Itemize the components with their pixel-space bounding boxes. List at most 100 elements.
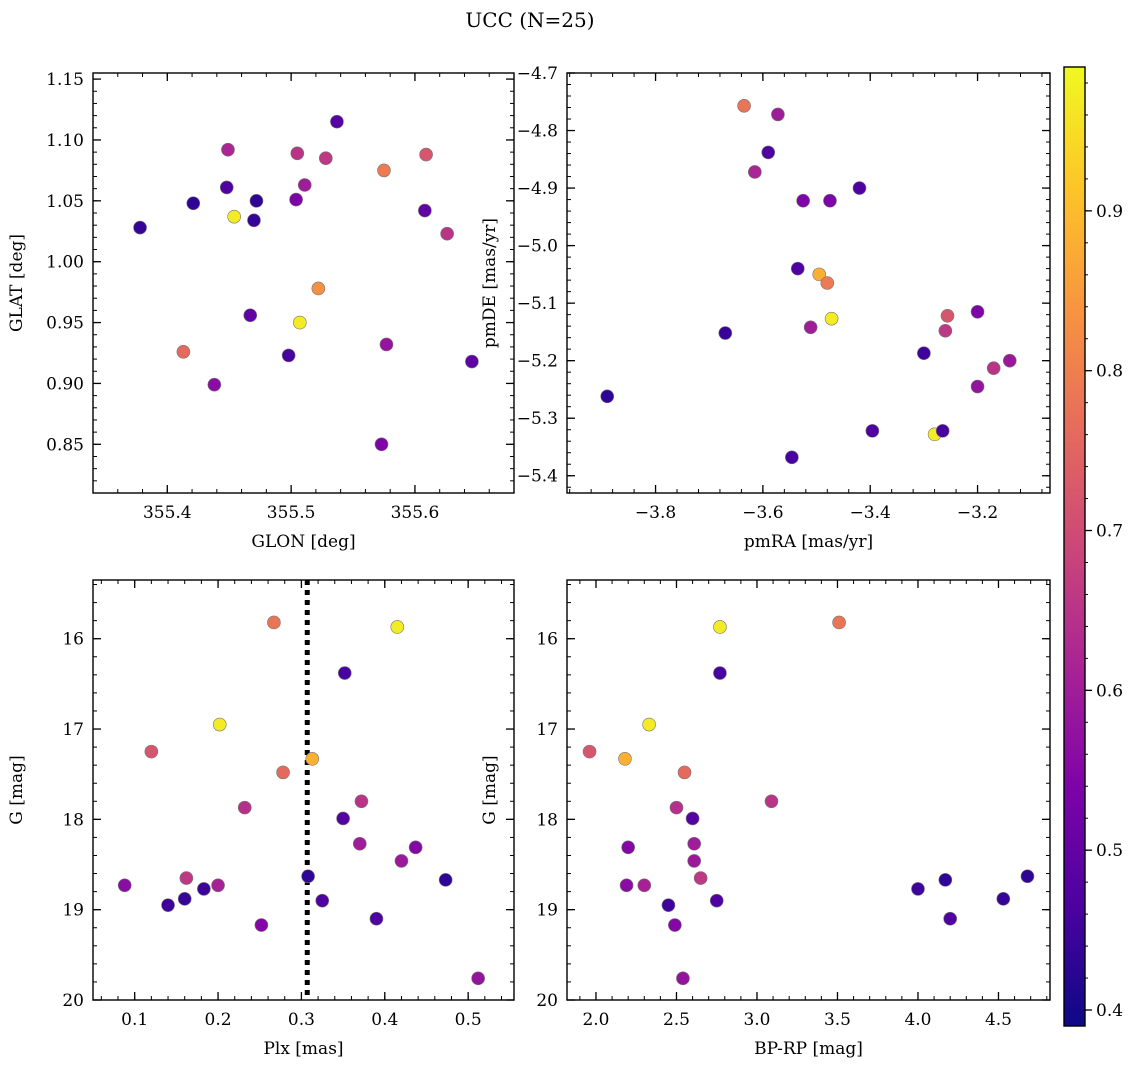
y-axis-label: pmDE [mas/yr]: [480, 218, 500, 348]
x-tick-label: 3.0: [743, 1010, 770, 1030]
colorbar-tick-label: 0.8: [1096, 362, 1123, 382]
data-point: [917, 346, 931, 360]
data-point: [219, 180, 234, 195]
x-tick-label: 4.0: [904, 1010, 931, 1030]
colorbar-tick-label: 0.5: [1096, 841, 1123, 861]
data-point: [637, 878, 652, 893]
x-tick-label: 355.5: [267, 503, 316, 523]
y-tick-label: −5.2: [517, 352, 558, 372]
data-point: [337, 666, 352, 680]
y-tick-label: 17: [62, 720, 84, 740]
x-tick-label: 0.2: [205, 1010, 232, 1030]
data-point: [685, 811, 700, 826]
x-tick-label: 0.3: [288, 1010, 315, 1030]
scatter-panel-1: 355.4 355.5 355.6 0.85 0.90 0.95 1.00 1.05 1.10 1…: [7, 70, 515, 552]
scatter-points: [600, 98, 1017, 465]
y-tick-label: 0.95: [46, 314, 84, 334]
y-tick-label: 20: [536, 991, 558, 1011]
colorbar-gradient: [1064, 67, 1085, 1026]
x-axis-label: GLON [deg]: [251, 532, 355, 552]
data-point: [938, 873, 953, 887]
figure-title: UCC (N=25): [465, 8, 595, 32]
data-point: [419, 147, 433, 162]
x-tick-label: 0.1: [121, 1010, 148, 1030]
data-point: [207, 377, 222, 392]
y-tick-label: −4.9: [517, 179, 558, 199]
scatter-panel-2: −3.8 −3.6 −3.4 −3.2 −5.4 −5.3 −5.2 −5.1 −5.0 −4.9…: [480, 64, 1051, 552]
x-tick-label: 355.6: [391, 503, 440, 523]
data-point: [176, 344, 191, 359]
data-point: [940, 308, 955, 323]
scatter-points: [582, 615, 1035, 986]
colorbar: 0.4 0.5 0.6 0.7 0.8 0.9: [1063, 66, 1123, 1027]
x-axis-label: pmRA [mas/yr]: [744, 532, 873, 552]
data-point: [820, 276, 835, 290]
axes-frame: [92, 579, 515, 1001]
data-point: [790, 261, 805, 276]
data-point: [621, 840, 635, 855]
data-point: [748, 165, 762, 179]
x-tick-label: −3.4: [850, 503, 891, 523]
scatter-panel-4: 2.0 2.5 3.0 3.5 4.0 4.5 16 17 18 19 20 BP-RP [mag] G…: [480, 579, 1051, 1059]
data-point: [247, 213, 261, 228]
data-point: [996, 892, 1011, 906]
data-point: [693, 871, 708, 885]
data-point: [379, 337, 394, 352]
data-point: [713, 620, 727, 634]
data-point: [618, 752, 632, 766]
data-point: [186, 196, 201, 211]
data-point: [374, 437, 389, 452]
data-point: [713, 666, 727, 680]
data-point: [803, 320, 818, 335]
data-point: [315, 893, 330, 908]
x-tick-label: −3.6: [742, 503, 783, 523]
data-point: [852, 181, 867, 195]
data-point: [227, 209, 241, 224]
data-point: [911, 882, 925, 896]
data-point: [330, 114, 344, 129]
colorbar-tick-label: 0.7: [1096, 522, 1123, 542]
data-point: [619, 878, 634, 893]
data-point: [471, 971, 485, 986]
data-point: [305, 752, 320, 766]
data-point: [243, 308, 258, 323]
data-point: [212, 717, 227, 732]
data-point: [177, 892, 192, 906]
data-point: [1002, 353, 1017, 368]
data-point: [197, 882, 211, 896]
data-point: [390, 620, 405, 634]
data-point: [297, 178, 312, 192]
y-tick-label: 1.15: [46, 70, 84, 90]
data-point: [832, 615, 846, 630]
y-tick-label: −5.0: [517, 237, 558, 257]
data-point: [336, 811, 350, 826]
colorbar-frame: [1063, 66, 1086, 1027]
data-point: [289, 192, 303, 207]
data-point: [970, 379, 985, 394]
data-point: [935, 424, 950, 438]
data-point: [687, 836, 701, 851]
data-point: [737, 98, 751, 113]
data-point: [144, 744, 159, 759]
data-point: [661, 898, 676, 912]
data-point: [687, 854, 701, 868]
y-axis-label: G [mag]: [7, 755, 27, 824]
axes-frame: [92, 72, 515, 494]
data-point: [669, 800, 684, 815]
data-point: [249, 194, 264, 208]
y-axis-label: G [mag]: [480, 755, 500, 824]
data-point: [267, 615, 281, 630]
data-point: [418, 203, 432, 218]
data-point: [211, 878, 225, 893]
x-tick-label: 3.5: [824, 1010, 851, 1030]
data-point: [764, 794, 779, 809]
scatter-points: [117, 615, 485, 986]
data-point: [377, 163, 391, 178]
data-point: [582, 744, 597, 759]
data-point: [677, 765, 692, 780]
data-point: [254, 918, 269, 932]
data-point: [133, 220, 147, 235]
data-point: [1020, 869, 1035, 884]
data-point: [394, 854, 409, 868]
